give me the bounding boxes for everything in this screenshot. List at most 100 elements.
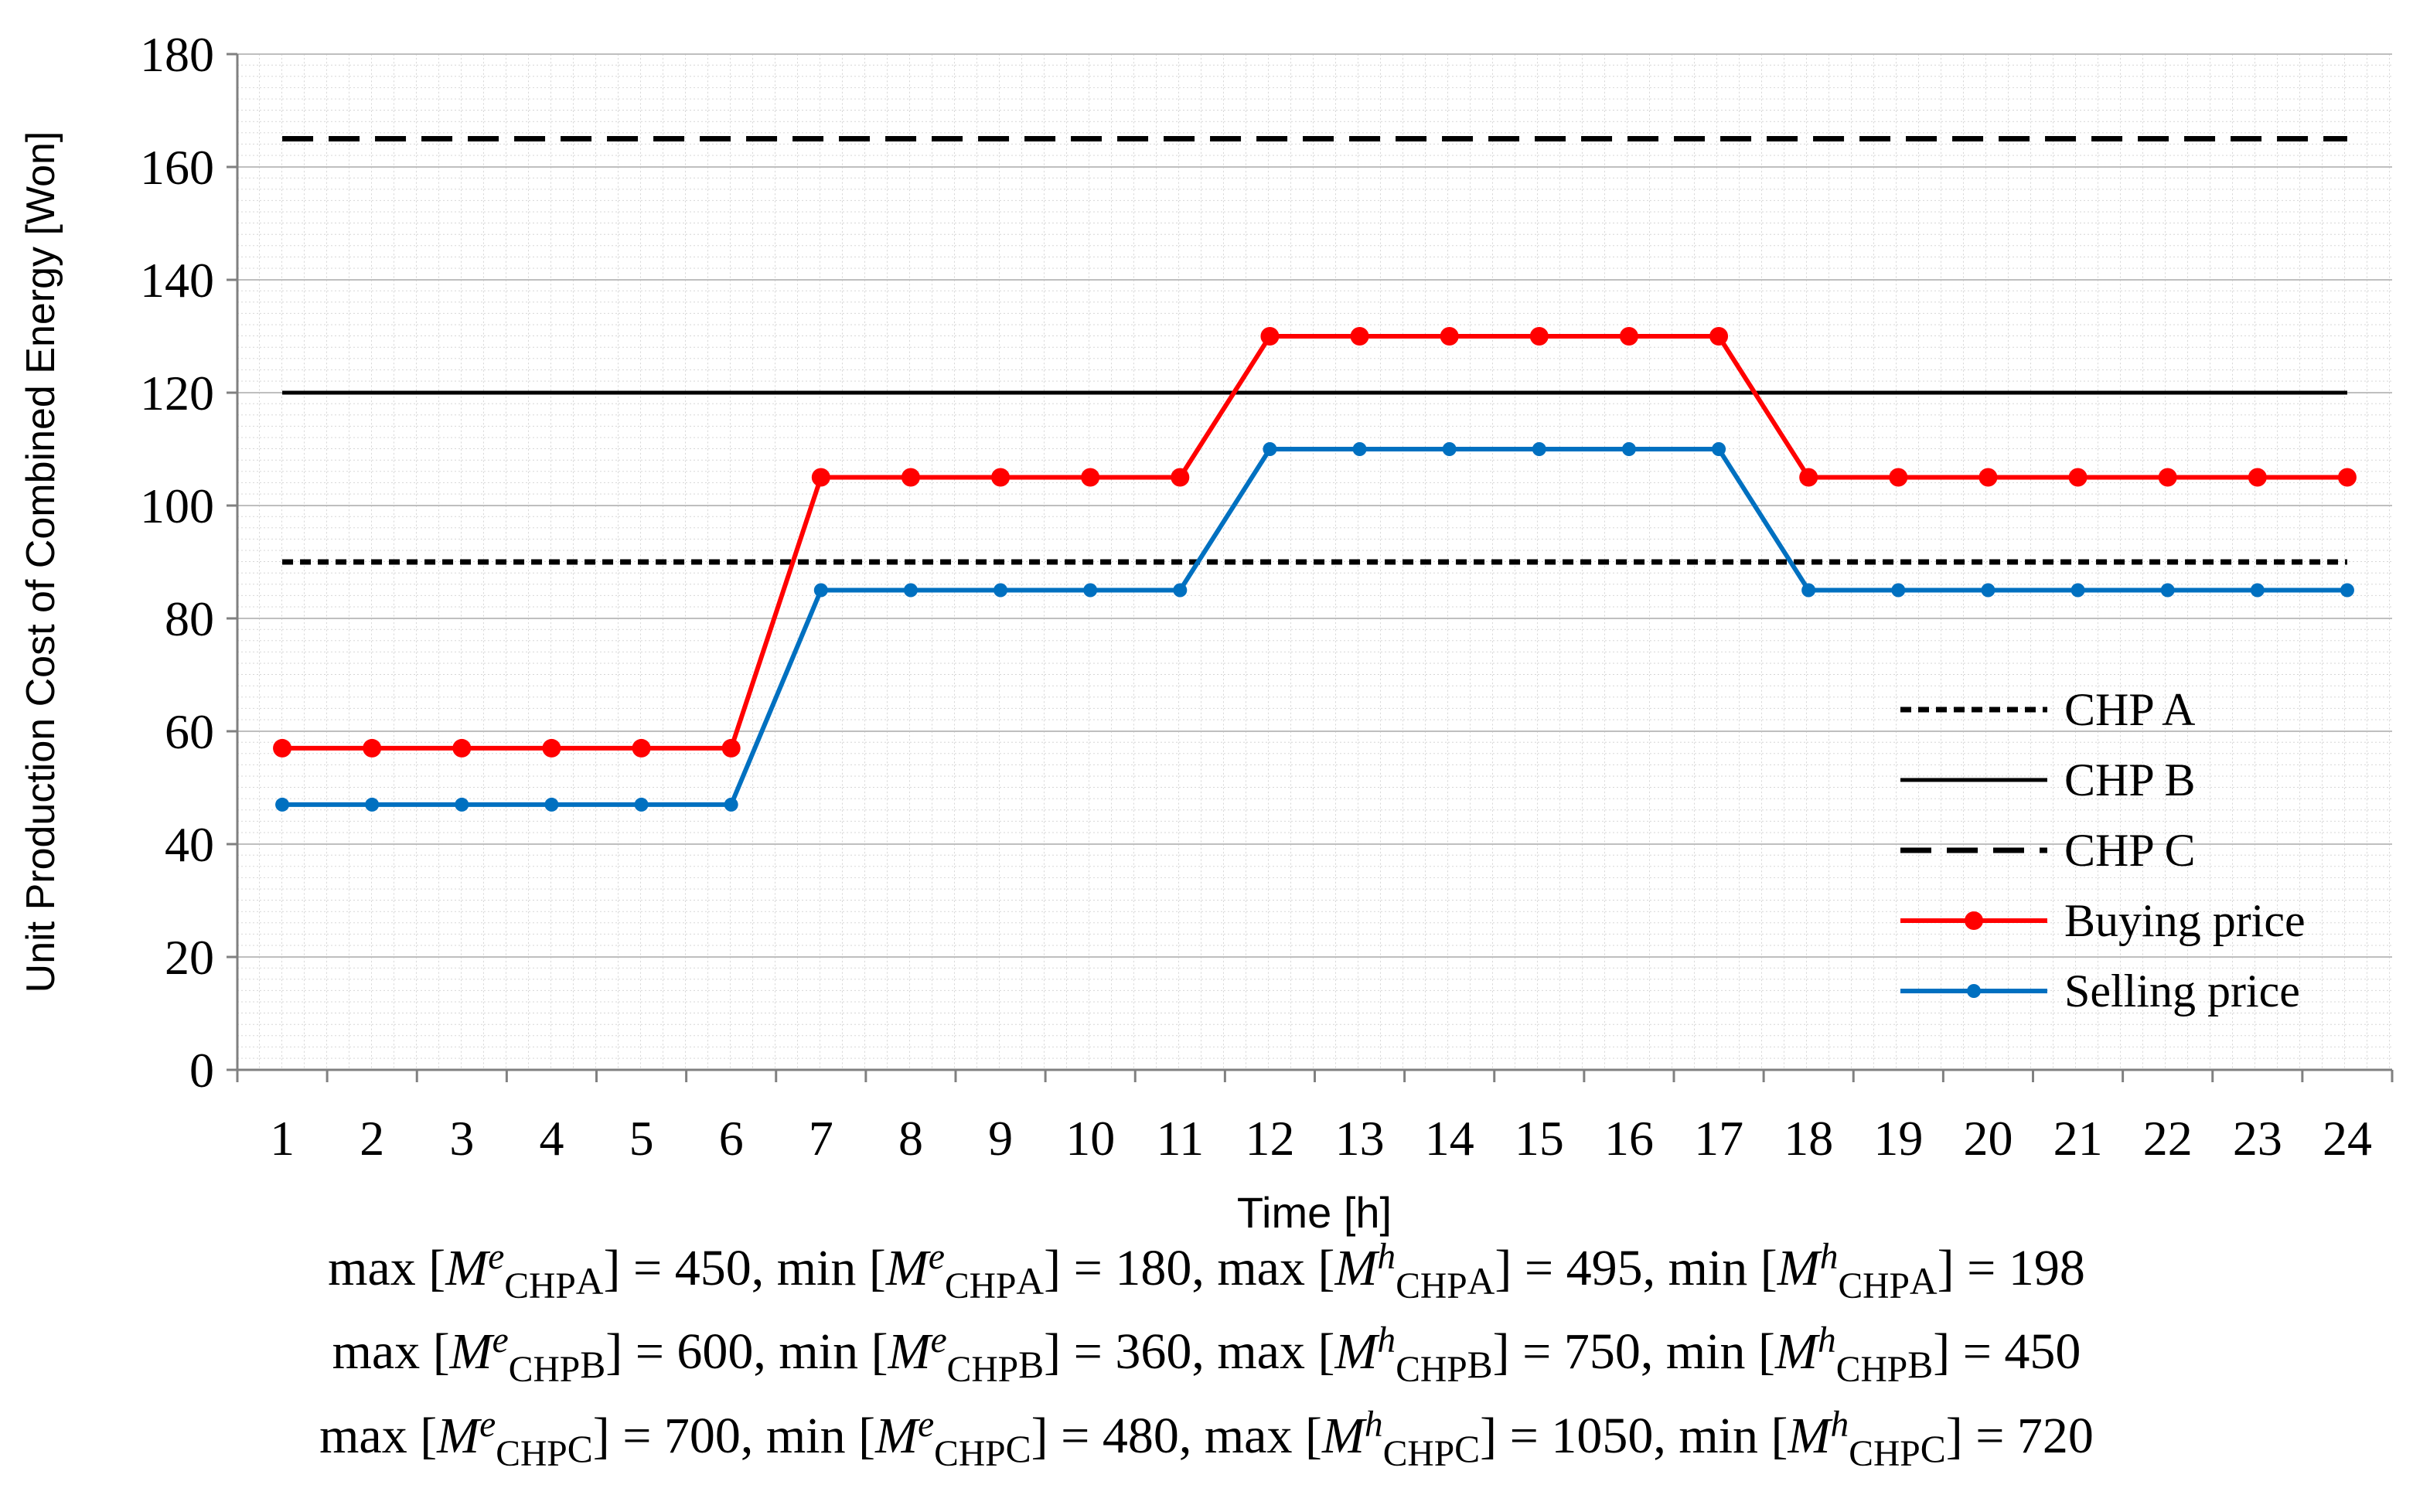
math-variable: MhCHPA [1334, 1236, 1495, 1306]
legend-label-chp-b: CHP B [2064, 754, 2196, 805]
caption-text: ] = 720 [1945, 1408, 2094, 1464]
point-selling-price-12 [1263, 442, 1277, 456]
y-axis-ticks: 0 20 40 60 80 100 120 140 160 180 [140, 27, 237, 1098]
point-selling-price-17 [1712, 442, 1726, 456]
point-selling-price-4 [544, 797, 559, 812]
point-buying-price-5 [632, 738, 651, 758]
point-buying-price-12 [1260, 327, 1280, 346]
point-buying-price-20 [1978, 468, 1998, 487]
y-tick-label-60: 60 [165, 704, 214, 759]
caption-text: max [ [332, 1323, 450, 1380]
point-buying-price-13 [1350, 327, 1369, 346]
math-variable: MhCHPB [1775, 1320, 1934, 1390]
point-buying-price-24 [2337, 468, 2357, 487]
x-tick-label-20: 20 [1963, 1111, 2013, 1166]
caption-text: max [ [319, 1408, 438, 1464]
point-selling-price-2 [365, 797, 380, 812]
math-variable: MeCHPC [437, 1404, 593, 1474]
caption-text: ] = 180, max [ [1044, 1240, 1335, 1296]
x-tick-label-8: 8 [898, 1111, 923, 1166]
legend-marker-selling-price [1967, 984, 1981, 998]
x-tick-label-14: 14 [1425, 1111, 1474, 1166]
y-tick-label-120: 120 [140, 366, 214, 421]
point-selling-price-19 [1891, 583, 1906, 598]
y-tick-label-80: 80 [165, 591, 214, 646]
point-buying-price-10 [1081, 468, 1100, 487]
x-tick-label-17: 17 [1694, 1111, 1743, 1166]
series-line-selling-price [282, 447, 2347, 807]
caption-text: ] = 360, max [ [1044, 1323, 1335, 1380]
series-layer [273, 136, 2357, 812]
caption-text: ] = 700, min [ [592, 1408, 876, 1464]
y-tick-label-100: 100 [140, 478, 214, 533]
x-tick-label-2: 2 [360, 1111, 384, 1166]
x-tick-label-3: 3 [449, 1111, 474, 1166]
y-tick-label-40: 40 [165, 817, 214, 872]
y-tick-label-140: 140 [140, 253, 214, 308]
math-variable: MeCHPB [888, 1320, 1045, 1390]
y-tick-label-0: 0 [189, 1043, 214, 1098]
series-selling-price [275, 442, 2354, 812]
caption-text: ] = 1050, min [ [1480, 1408, 1788, 1464]
x-tick-label-16: 16 [1604, 1111, 1654, 1166]
point-selling-price-15 [1532, 442, 1546, 456]
caption-line-2: max [MeCHPB] = 600, min [MeCHPB] = 360, … [0, 1320, 2413, 1390]
x-tick-label-24: 24 [2323, 1111, 2372, 1166]
point-selling-price-3 [455, 797, 469, 812]
point-buying-price-16 [1619, 327, 1638, 346]
y-tick-label-160: 160 [140, 140, 214, 195]
x-tick-label-13: 13 [1335, 1111, 1385, 1166]
x-tick-label-15: 15 [1515, 1111, 1564, 1166]
point-selling-price-9 [993, 583, 1008, 598]
point-buying-price-6 [721, 738, 741, 758]
point-buying-price-14 [1440, 327, 1459, 346]
series-buying-price [273, 327, 2357, 758]
caption-line-1: max [MeCHPA] = 450, min [MeCHPA] = 180, … [0, 1236, 2413, 1306]
point-selling-price-23 [2250, 583, 2265, 598]
point-buying-price-11 [1171, 468, 1190, 487]
caption-text: ] = 495, min [ [1494, 1240, 1777, 1296]
math-variable: MeCHPC [875, 1404, 1031, 1474]
point-selling-price-7 [813, 583, 828, 598]
series-line-buying-price [282, 334, 2347, 751]
caption-text: ] = 480, max [ [1031, 1408, 1322, 1464]
point-selling-price-24 [2340, 583, 2354, 598]
math-variable: MhCHPB [1334, 1320, 1493, 1390]
legend-label-chp-c: CHP C [2064, 825, 2196, 876]
point-selling-price-8 [903, 583, 918, 598]
caption-text: ] = 450 [1933, 1323, 2081, 1380]
x-tick-label-7: 7 [809, 1111, 833, 1166]
x-tick-label-22: 22 [2143, 1111, 2193, 1166]
point-buying-price-7 [811, 468, 830, 487]
point-buying-price-3 [452, 738, 472, 758]
point-selling-price-10 [1083, 583, 1098, 598]
y-axis-label: Unit Production Cost of Combined Energy … [19, 131, 63, 993]
legend-label-selling-price: Selling price [2064, 965, 2300, 1017]
point-buying-price-19 [1889, 468, 1908, 487]
point-buying-price-15 [1529, 327, 1549, 346]
x-tick-label-5: 5 [629, 1111, 654, 1166]
x-tick-label-6: 6 [719, 1111, 744, 1166]
point-buying-price-18 [1799, 468, 1818, 487]
x-tick-label-10: 10 [1065, 1111, 1115, 1166]
point-selling-price-18 [1801, 583, 1816, 598]
x-tick-label-12: 12 [1245, 1111, 1294, 1166]
caption-text: ] = 198 [1937, 1240, 2085, 1296]
caption-text: ] = 750, min [ [1492, 1323, 1776, 1380]
point-buying-price-17 [1709, 327, 1729, 346]
point-buying-price-21 [2068, 468, 2088, 487]
x-tick-label-1: 1 [270, 1111, 295, 1166]
point-buying-price-9 [991, 468, 1011, 487]
point-selling-price-6 [724, 797, 738, 812]
point-selling-price-14 [1442, 442, 1457, 456]
point-buying-price-22 [2158, 468, 2177, 487]
caption-line-3: max [MeCHPC] = 700, min [MeCHPC] = 480, … [0, 1404, 2413, 1474]
y-tick-label-20: 20 [165, 930, 214, 985]
x-tick-label-18: 18 [1784, 1111, 1833, 1166]
point-selling-price-11 [1173, 583, 1188, 598]
point-buying-price-23 [2248, 468, 2267, 487]
point-buying-price-2 [363, 738, 382, 758]
x-axis-label: Time [h] [1237, 1188, 1392, 1237]
math-variable: MeCHPA [885, 1236, 1045, 1306]
